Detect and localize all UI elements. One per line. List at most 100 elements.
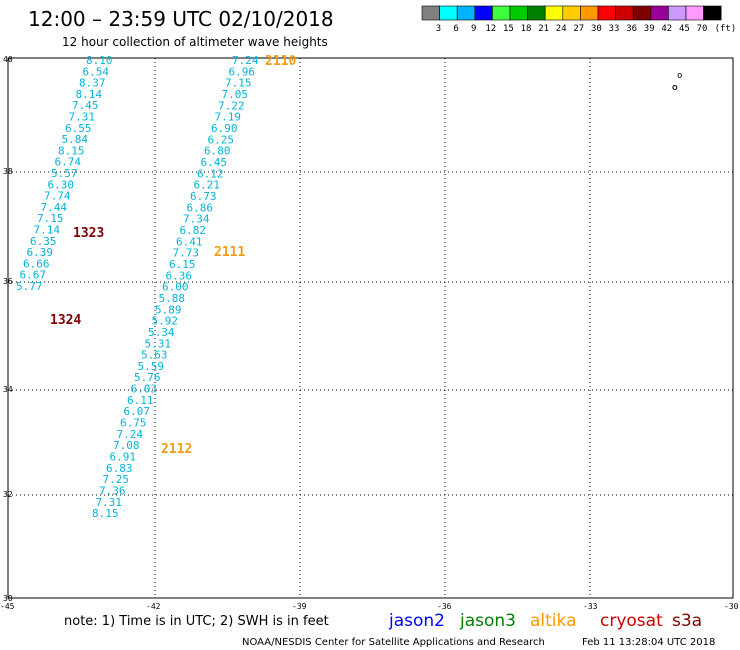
- wave-height-value: 5.63: [141, 349, 168, 362]
- wave-height-value: 5.34: [148, 326, 175, 339]
- wave-height-value: 7.19: [215, 111, 242, 124]
- wave-height-value: 6.30: [48, 178, 75, 191]
- wave-height-value: 6.35: [30, 235, 57, 248]
- legend-label: 18: [521, 24, 532, 34]
- wave-height-value: 6.55: [65, 122, 92, 135]
- map-title: 12:00 – 23:59 UTC 02/10/2018: [28, 7, 334, 31]
- wave-height-value: 6.54: [83, 65, 110, 78]
- lon-tick-label: -39: [292, 602, 307, 611]
- wave-height-value: 6.73: [190, 190, 217, 203]
- footer-note: note: 1) Time is in UTC; 2) SWH is in fe…: [64, 614, 329, 629]
- wave-height-value: 5.89: [155, 303, 182, 316]
- wave-height-value: 8.15: [58, 144, 85, 157]
- wave-height-value: 6.82: [180, 224, 207, 237]
- wave-height-value: 6.80: [204, 145, 231, 158]
- legend-label: 45: [679, 24, 690, 34]
- pass-time-labels: 2110 1323 2111 1324 2112: [50, 54, 296, 457]
- wave-height-value: 6.12: [197, 167, 224, 180]
- satellite-name: jason3: [459, 611, 516, 631]
- wave-height-value: 6.15: [169, 258, 196, 271]
- pass-time-label: 2112: [161, 442, 192, 457]
- legend-swatch: [615, 5, 634, 21]
- wave-height-value: 5.77: [16, 280, 43, 293]
- lon-tick-label: -45: [0, 602, 15, 611]
- legend-swatch: [527, 5, 546, 21]
- lat-tick-label: 30: [3, 594, 13, 603]
- wave-height-value: 7.14: [34, 224, 61, 237]
- legend-swatch: [685, 5, 704, 21]
- legend-label: 9: [471, 24, 476, 34]
- wave-height-value: 7.34: [183, 213, 210, 226]
- legend-swatch: [562, 5, 581, 21]
- legend-swatch: [703, 5, 722, 21]
- legend-label: 24: [556, 24, 567, 34]
- island-marker-dot: o: [677, 71, 682, 81]
- legend-swatch: [650, 5, 669, 21]
- wave-height-value: 6.41: [176, 235, 203, 248]
- satellite-legend: jason2 jason3 altika cryosat s3a: [388, 611, 702, 631]
- wave-height-value: 8.37: [79, 77, 106, 90]
- grid: [8, 58, 733, 598]
- satellite-name: jason2: [388, 611, 445, 631]
- wave-height-value: 6.07: [124, 405, 151, 418]
- island-marker: °: [670, 82, 680, 101]
- wave-height-value: 6.66: [23, 257, 50, 270]
- wave-height-value: 6.00: [162, 281, 189, 294]
- wave-height-value: 6.03: [131, 383, 158, 396]
- wave-height-value: 6.86: [187, 201, 214, 214]
- legend-label: 42: [661, 24, 672, 34]
- wave-height-value: 5.92: [152, 315, 179, 328]
- wave-height-value: 5.57: [51, 167, 78, 180]
- legend-swatch: [421, 5, 440, 21]
- wave-height-value: 6.36: [166, 269, 193, 282]
- lat-tick-label: 36: [3, 277, 13, 286]
- legend-label: 21: [538, 24, 549, 34]
- wave-height-value: 7.36: [99, 485, 126, 498]
- wave-height-value: 7.24: [117, 428, 144, 441]
- pass-time-label: 2110: [265, 54, 296, 69]
- legend-label: 27: [573, 24, 584, 34]
- legend-swatch: [632, 5, 652, 21]
- lat-tick-label: 34: [3, 385, 13, 394]
- lat-tick-label: 32: [3, 490, 13, 499]
- wave-height-value: 7.31: [96, 496, 123, 509]
- legend-label: 70: [697, 24, 708, 34]
- wave-height-value: 7.44: [41, 201, 68, 214]
- legend-label: 6: [453, 24, 458, 34]
- legend-label: 15: [503, 24, 514, 34]
- wave-height-value: 7.74: [44, 190, 71, 203]
- wave-height-value: 6.91: [110, 451, 137, 464]
- satellite-name: s3a: [672, 611, 702, 631]
- footer-timestamp: Feb 11 13:28:04 UTC 2018: [582, 637, 715, 648]
- map-subtitle: 12 hour collection of altimeter wave hei…: [62, 35, 328, 49]
- wave-height-value: 6.83: [106, 462, 133, 475]
- legend-label: 12: [485, 24, 496, 34]
- legend-label: 39: [644, 24, 655, 34]
- wave-height-value: 6.25: [208, 133, 235, 146]
- wave-height-value: 6.90: [211, 122, 238, 135]
- wave-height-value: 7.15: [37, 212, 64, 225]
- wave-height-value: 6.11: [127, 394, 154, 407]
- lon-tick-label: -30: [724, 602, 739, 611]
- legend-swatch: [492, 5, 511, 21]
- lat-tick-label: 40: [3, 55, 13, 64]
- wave-height-value: 8.10: [86, 54, 113, 67]
- legend-label: 36: [626, 24, 637, 34]
- legend-label: 30: [591, 24, 602, 34]
- wave-height-value: 8.15: [92, 507, 119, 520]
- legend-swatch: [544, 5, 564, 21]
- wave-height-value: 5.31: [145, 337, 172, 350]
- wave-tracks: 8.106.548.378.147.457.316.555.848.156.74…: [16, 54, 259, 520]
- lon-tick-label: -36: [437, 602, 452, 611]
- wave-height-value: 5.88: [159, 292, 186, 305]
- wave-height-value: 7.25: [103, 473, 130, 486]
- legend-swatch: [474, 5, 493, 21]
- wave-height-value: 7.45: [72, 99, 99, 112]
- plot-frame: [7, 57, 734, 599]
- wave-height-value: 5.84: [62, 133, 89, 146]
- pass-time-label: 1323: [73, 226, 104, 241]
- legend-swatch: [597, 5, 616, 21]
- wave-height-value: 6.67: [20, 269, 47, 282]
- wave-height-value: 7.24: [232, 54, 259, 67]
- legend-label: 3: [436, 24, 441, 34]
